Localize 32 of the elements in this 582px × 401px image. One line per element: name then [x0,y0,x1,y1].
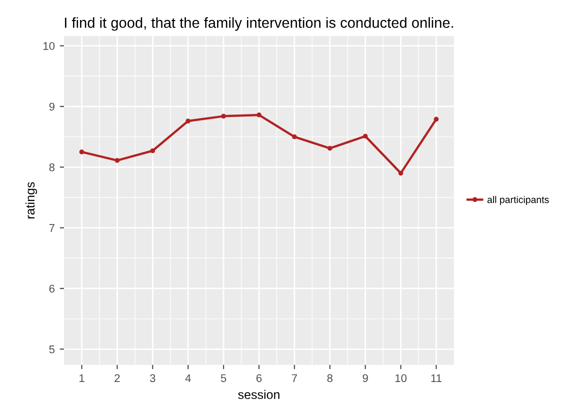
y-axis-title: ratings [25,182,38,218]
legend-label: all participants [487,196,549,206]
point [186,118,191,124]
y-tick-label: 5 [49,346,55,354]
y-tick-label: 9 [49,102,54,111]
y-tick-label: 10 [43,42,55,50]
y-tick-label: 7 [49,224,54,232]
x-tick-label: 9 [362,374,368,382]
x-tick-label: 3 [150,374,156,382]
point [292,134,297,140]
x-tick-label: 11 [431,374,442,382]
x-tick-label: 10 [395,374,407,382]
point [114,158,120,163]
point [362,134,368,139]
x-axis-title: session [238,390,280,400]
x-tick-label: 5 [220,374,226,382]
y-tick-label: 6 [49,284,55,293]
chart-title: I find it good, that the family intervention is conducted online. [64,17,454,31]
point [256,112,262,118]
point [327,146,332,151]
y-tick-label: 8 [49,163,55,172]
point [434,116,439,122]
point [398,170,404,176]
x-tick-label: 7 [292,374,297,382]
x-tick-label: 1 [80,374,84,382]
x-tick-label: 6 [256,374,262,382]
x-tick-label: 4 [185,374,191,382]
point [79,150,84,154]
x-tick-label: 8 [327,374,332,382]
point [150,148,156,154]
point [221,114,226,119]
x-tick-label: 2 [114,374,120,382]
